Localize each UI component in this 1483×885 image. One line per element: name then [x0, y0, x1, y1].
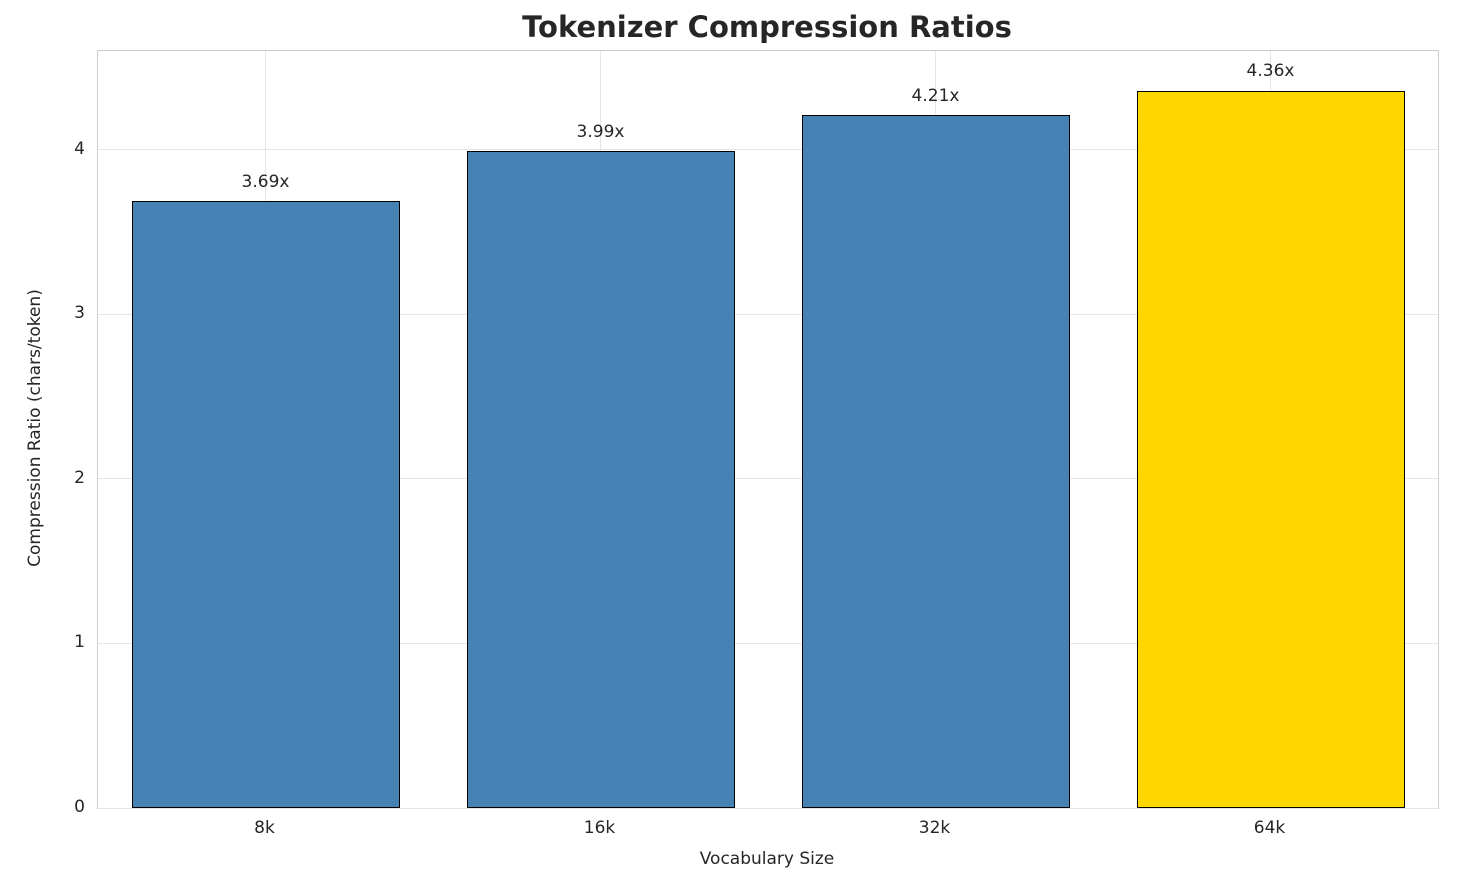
- bar-16k: [466, 151, 735, 808]
- bar-value-label: 3.69x: [241, 171, 290, 192]
- y-axis-ticks: 0 1 2 3 4: [0, 50, 85, 817]
- gridline-horizontal: [98, 313, 1438, 315]
- bar-8k: [131, 200, 400, 808]
- gridline-horizontal: [98, 149, 1438, 151]
- y-tick-label: 3: [74, 303, 85, 324]
- y-tick-label: 4: [74, 138, 85, 159]
- gridline-horizontal: [98, 807, 1438, 809]
- x-tick-label: 16k: [583, 818, 616, 838]
- bar-32k: [801, 115, 1070, 808]
- bar-value-label: 4.36x: [1246, 61, 1295, 82]
- x-axis-label: Vocabulary Size: [699, 849, 835, 869]
- y-tick-label: 0: [74, 797, 85, 817]
- bar-value-label: 3.99x: [576, 122, 625, 143]
- y-tick-label: 1: [74, 632, 85, 653]
- gridline-horizontal: [98, 478, 1438, 480]
- y-tick-label: 2: [74, 467, 85, 488]
- bar-value-label: 4.21x: [911, 86, 960, 107]
- x-tick-label: 32k: [918, 818, 951, 838]
- gridline-horizontal: [98, 642, 1438, 644]
- chart-title: Tokenizer Compression Ratios: [522, 10, 1012, 44]
- plot-area: 3.69x 3.99x 4.21x 4.36x: [97, 50, 1439, 809]
- x-tick-label: 64k: [1253, 818, 1286, 838]
- x-tick-label: 8k: [254, 818, 275, 838]
- bar-64k: [1136, 90, 1405, 808]
